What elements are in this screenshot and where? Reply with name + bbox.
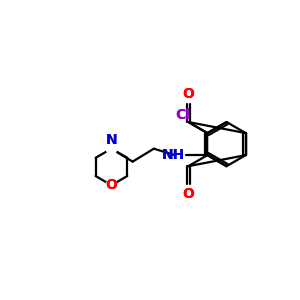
Text: O: O — [106, 178, 117, 192]
Text: N: N — [106, 133, 117, 147]
Text: O: O — [182, 188, 194, 201]
Text: NH: NH — [161, 148, 185, 162]
Text: NH: NH — [161, 148, 185, 162]
Text: Cl: Cl — [175, 108, 190, 122]
Text: N: N — [106, 133, 117, 147]
Circle shape — [106, 143, 117, 154]
Text: O: O — [182, 188, 194, 201]
Text: O: O — [182, 87, 194, 101]
Text: O: O — [106, 178, 117, 192]
Circle shape — [106, 180, 117, 190]
Text: O: O — [182, 87, 194, 101]
Text: Cl: Cl — [175, 108, 190, 122]
